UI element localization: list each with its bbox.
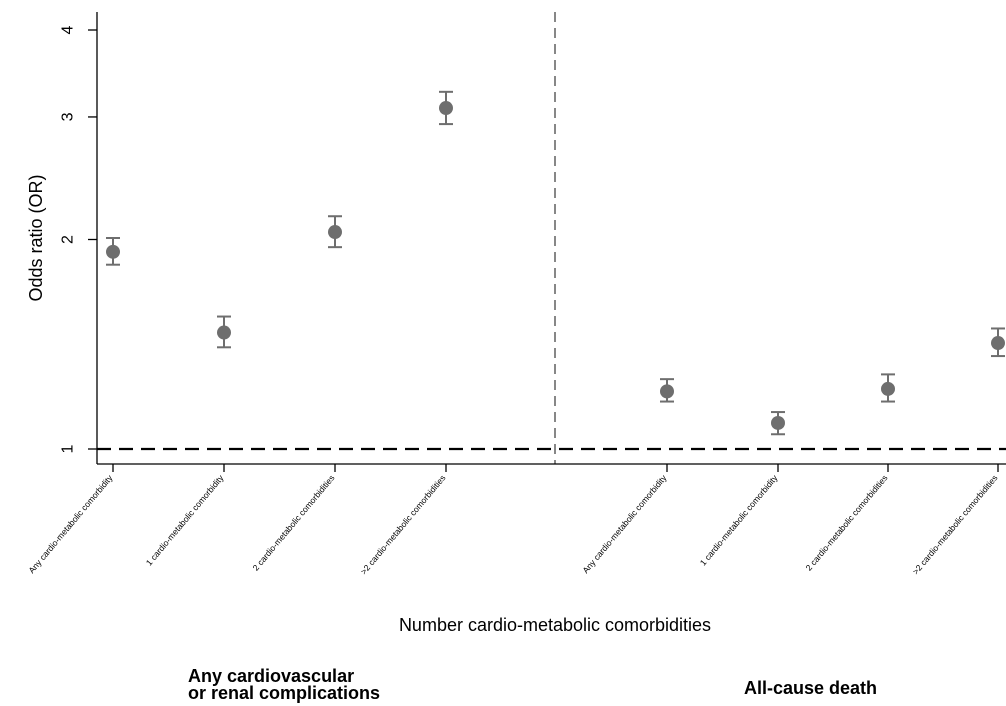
y-axis-title: Odds ratio (OR) <box>26 174 46 301</box>
x-category-label: 2 cardio-metabolic comorbidities <box>251 473 337 573</box>
point-estimate <box>217 325 231 340</box>
x-category-label: >2 cardio-metabolic comorbidities <box>358 473 447 577</box>
point-estimate <box>771 415 785 430</box>
y-tick-label: 1 <box>60 444 77 453</box>
group-label-all-cause-death: All-cause death <box>744 678 878 698</box>
x-category-label: >2 cardio-metabolic comorbidities <box>910 473 999 577</box>
x-category-label: 1 cardio-metabolic comorbidity <box>144 472 226 567</box>
group-label-line: or renal complications <box>188 683 381 703</box>
group-label-cardiovascular-renal: Any cardiovascular or renal complication… <box>188 666 381 703</box>
group-label-line: All-cause death <box>744 678 878 698</box>
point-estimate <box>991 336 1005 351</box>
point-estimate <box>439 101 453 116</box>
point-estimate <box>328 225 342 240</box>
x-category-label: Any cardio-metabolic comorbidity <box>580 472 669 575</box>
y-tick-label: 2 <box>60 235 77 244</box>
x-category-label: 1 cardio-metabolic comorbidity <box>698 472 780 567</box>
x-category-label: 2 cardio-metabolic comorbidities <box>804 473 890 573</box>
point-estimate <box>660 384 674 399</box>
x-category-label: Any cardio-metabolic comorbidity <box>26 472 115 575</box>
y-tick-label: 3 <box>60 112 77 121</box>
point-estimate <box>881 381 895 396</box>
y-tick-label: 4 <box>60 25 77 34</box>
group-label-line: Any cardiovascular <box>188 666 355 686</box>
x-axis-title: Number cardio-metabolic comorbidities <box>399 615 711 635</box>
point-estimate <box>106 244 120 259</box>
